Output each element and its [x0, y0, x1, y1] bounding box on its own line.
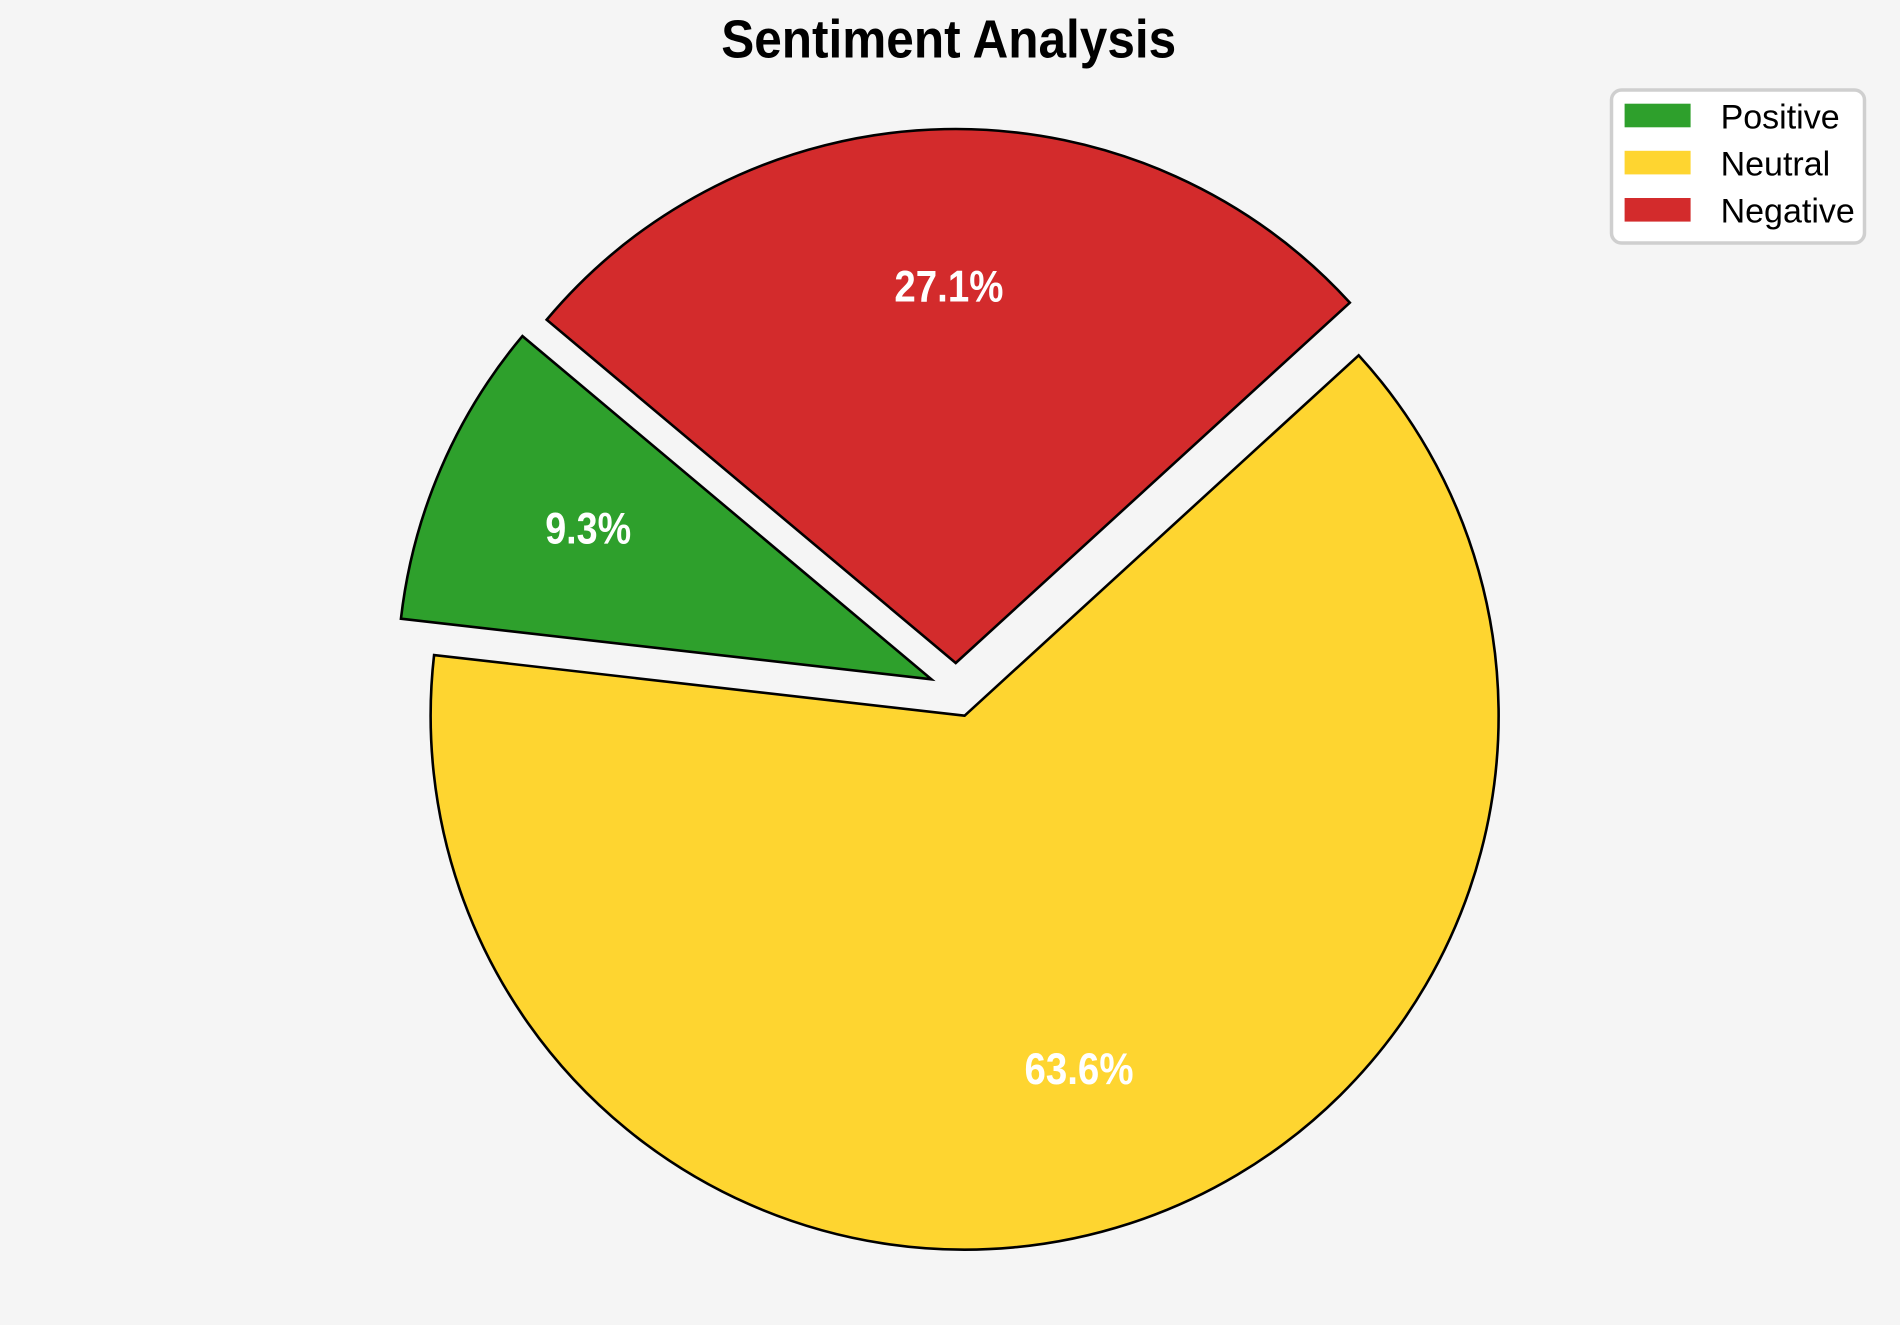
- svg-text:Negative: Negative: [1721, 193, 1855, 231]
- svg-text:27.1%: 27.1%: [894, 263, 1003, 312]
- svg-text:9.3%: 9.3%: [545, 505, 631, 554]
- svg-text:Positive: Positive: [1721, 98, 1840, 136]
- svg-text:Sentiment Analysis: Sentiment Analysis: [721, 9, 1176, 69]
- svg-text:Neutral: Neutral: [1721, 146, 1831, 184]
- svg-text:63.6%: 63.6%: [1025, 1045, 1134, 1094]
